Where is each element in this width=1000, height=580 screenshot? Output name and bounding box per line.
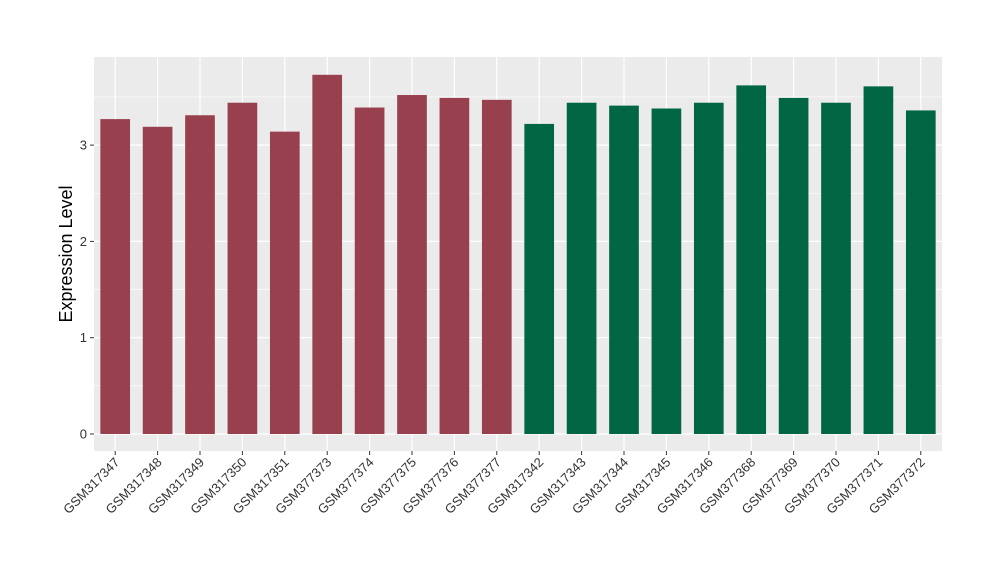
y-tick-label: 3 [80,138,87,153]
bar-GSM317349 [185,115,215,434]
bar-GSM317350 [227,102,258,434]
bar-GSM317351 [269,131,300,435]
bar-GSM377376 [439,97,470,435]
bar-GSM317348 [142,126,173,434]
bar-GSM377371 [863,86,894,435]
y-tick-label: 1 [80,330,87,345]
y-axis-title: Expression Level [56,185,76,322]
x-axis: GSM317347GSM317348GSM317349GSM317350GSM3… [60,451,928,517]
bar-GSM317346 [693,102,724,434]
bar-GSM377370 [821,102,851,434]
bar-GSM377374 [354,107,385,434]
bar-GSM377368 [736,85,767,435]
y-tick-label: 2 [80,234,87,249]
bar-GSM317343 [566,102,597,434]
bar-GSM317342 [524,123,555,434]
bar-GSM377369 [778,97,809,435]
bar-GSM317347 [100,119,131,434]
bar-GSM377377 [481,99,512,435]
y-tick-label: 0 [80,427,87,442]
bar-GSM377375 [397,95,427,435]
bar-GSM317344 [609,105,639,434]
bar-GSM377373 [312,74,343,435]
y-axis: 0 1 2 3 [80,138,94,442]
bar-GSM377372 [905,110,936,434]
bars [100,74,936,435]
bar-GSM317345 [651,108,682,435]
plot-panel [94,57,942,451]
